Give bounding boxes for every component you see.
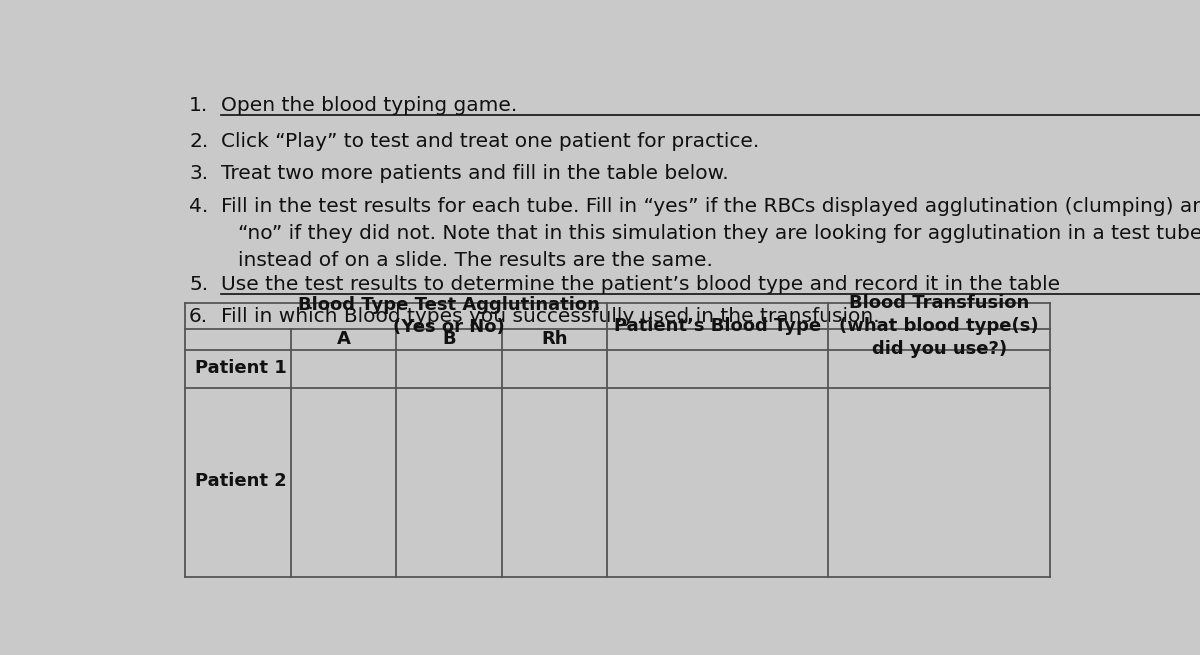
Text: 6.: 6.	[190, 307, 208, 326]
Text: Blood Transfusion
(what blood type(s)
did you use?): Blood Transfusion (what blood type(s) di…	[839, 294, 1039, 358]
Text: Fill in which Blood types you successfully used in the transfusion.: Fill in which Blood types you successful…	[221, 307, 880, 326]
Text: Patient 1: Patient 1	[194, 359, 287, 377]
Text: B: B	[443, 330, 456, 348]
Text: Rh: Rh	[541, 330, 568, 348]
Text: Use the test results to determine the patient’s blood type and record it in the : Use the test results to determine the pa…	[221, 275, 1060, 294]
Text: Treat two more patients and fill in the table below.: Treat two more patients and fill in the …	[221, 164, 728, 183]
Text: Patient 2: Patient 2	[194, 472, 287, 491]
Text: instead of on a slide. The results are the same.: instead of on a slide. The results are t…	[239, 251, 713, 270]
Text: Patient’s Blood Type: Patient’s Blood Type	[614, 317, 821, 335]
Text: A: A	[337, 330, 350, 348]
Text: Click “Play” to test and treat one patient for practice.: Click “Play” to test and treat one patie…	[221, 132, 758, 151]
Text: 1.: 1.	[190, 96, 209, 115]
Text: 4.: 4.	[190, 197, 209, 216]
Text: Fill in the test results for each tube. Fill in “yes” if the RBCs displayed aggl: Fill in the test results for each tube. …	[221, 197, 1200, 216]
Text: 2.: 2.	[190, 132, 209, 151]
Bar	[185, 303, 1050, 577]
Text: “no” if they did not. Note that in this simulation they are looking for agglutin: “no” if they did not. Note that in this …	[239, 224, 1200, 243]
Text: 5.: 5.	[190, 275, 208, 294]
Text: Open the blood typing game.: Open the blood typing game.	[221, 96, 517, 115]
Text: 3.: 3.	[190, 164, 208, 183]
Text: Blood Type Test Agglutination
(Yes or No): Blood Type Test Agglutination (Yes or No…	[298, 295, 600, 337]
